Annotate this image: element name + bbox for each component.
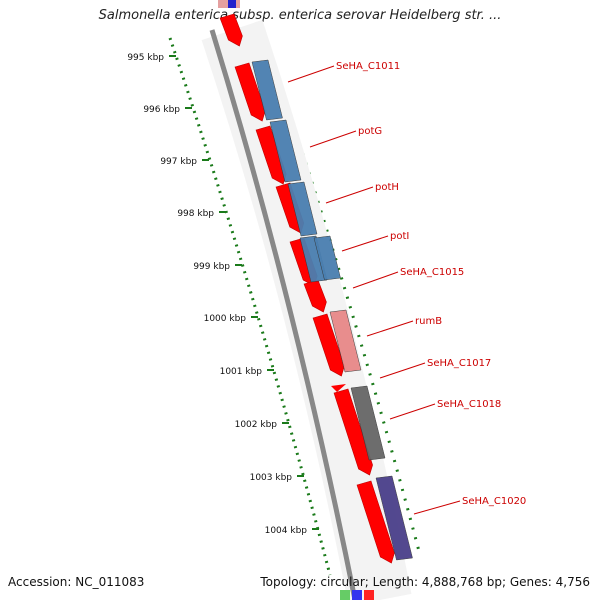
gene-block [313,235,341,281]
bottom-tile [352,590,362,600]
gene-block [375,475,413,561]
bottom-tile [340,590,350,600]
gene-block [329,309,362,373]
gene-label: SeHA_C1015 [400,267,464,278]
gene-label: potG [358,126,382,137]
gene-leader-line [413,500,461,515]
gene-leader-line [309,130,357,148]
ruler-tick-label: 1004 kbp [265,526,308,536]
gene-label: potI [390,231,409,242]
cds-arrow [234,62,266,122]
backbone [209,29,358,600]
summary-text: Topology: circular; Length: 4,888,768 bp… [260,575,590,589]
gene-leader-line [352,271,399,289]
gene-label: SeHA_C1020 [462,496,526,507]
ruler-arc [168,37,332,576]
gene-block [251,59,283,121]
ruler-tick-label: 1001 kbp [220,367,263,377]
ruler-tick-label: 997 kbp [160,157,197,167]
gene-leader-line [389,403,436,420]
cds-arrow [356,480,395,564]
gene-block [350,385,386,461]
ruler-tick-label: 995 kbp [127,53,164,63]
cds-arrow [312,313,345,377]
gene-block [299,235,328,283]
top-tile [228,0,236,8]
ruler-tick-label: 999 kbp [193,262,230,272]
ruler-tick-label: 1003 kbp [250,473,293,483]
gene-label: rumB [415,316,442,327]
gene-leader-line [325,186,374,204]
ruler-tick-label: 1000 kbp [204,314,247,324]
gene-block [269,119,302,183]
ruler-tick-label: 998 kbp [177,209,214,219]
gene-leader-line [287,65,335,83]
cds-arrow [219,13,243,47]
gene-leader-line [379,362,426,379]
gene-block [287,181,318,237]
gene-label: SeHA_C1011 [336,61,400,72]
gene-leader-line [341,235,389,252]
gene-leader-line [366,320,414,337]
cds-arrow [333,388,373,476]
accession-text: Accession: NC_011083 [8,575,145,589]
ruler-tick-label: 996 kbp [143,105,180,115]
cds-small-arrow [331,384,346,392]
ruler-tick-label: 1002 kbp [235,420,278,430]
map-title: Salmonella enterica subsp. enterica sero… [98,8,502,23]
bottom-tile [364,590,374,600]
gene-label: SeHA_C1018 [437,399,501,410]
gene-label: SeHA_C1017 [427,358,491,369]
gene-label: potH [375,182,399,193]
